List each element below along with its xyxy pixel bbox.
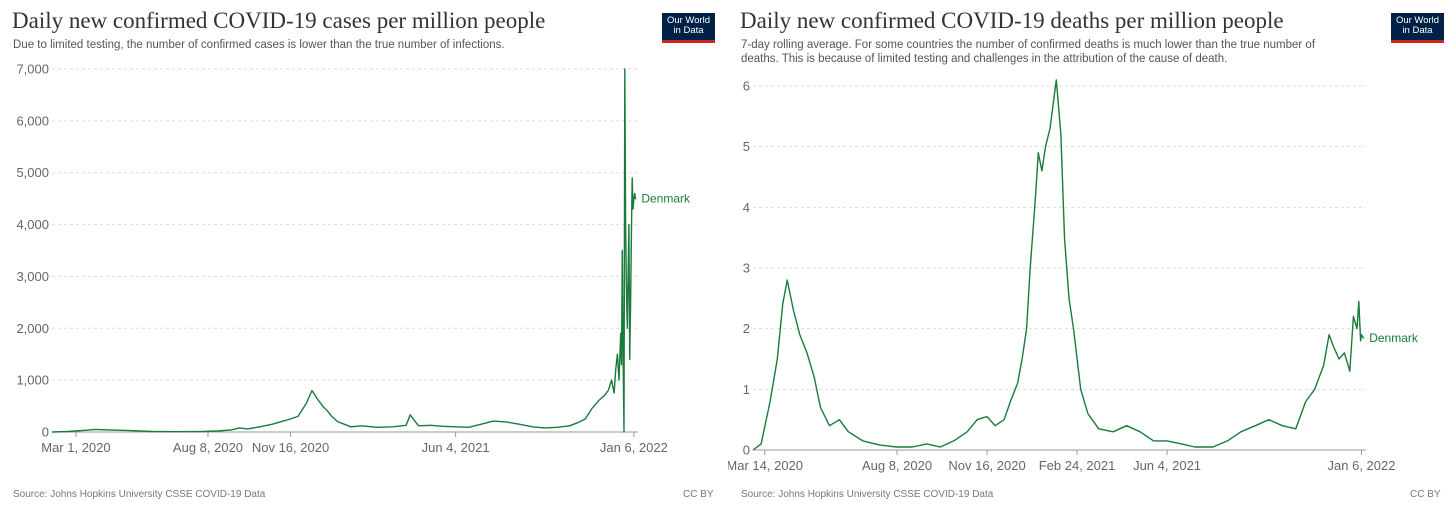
- cases-series-label-denmark: Denmark: [641, 192, 691, 206]
- cases-chart-title: Daily new confirmed COVID-19 cases per m…: [12, 8, 546, 33]
- cases-x-tick-label: Mar 1, 2020: [41, 440, 110, 455]
- cases-x-tick-label: Nov 16, 2020: [252, 440, 329, 455]
- cases-y-tick-label: 7,000: [16, 62, 49, 77]
- deaths-series-line-denmark: [752, 79, 1365, 451]
- cases-y-tick-label: 2,000: [16, 321, 49, 336]
- deaths-y-tick-label: 4: [743, 200, 750, 215]
- cases-y-tick-label: 4,000: [16, 217, 49, 232]
- cases-x-tick-label: Aug 8, 2020: [173, 440, 243, 455]
- deaths-y-tick-label: 0: [743, 443, 750, 458]
- deaths-chart-title: Daily new confirmed COVID-19 deaths per …: [740, 8, 1284, 33]
- deaths-source-note[interactable]: Source: Johns Hopkins University CSSE CO…: [741, 489, 994, 500]
- deaths-x-tick-label: Mar 14, 2020: [728, 458, 803, 473]
- logo-line-1: Our World: [666, 15, 711, 26]
- deaths-y-tick-label: 1: [743, 382, 750, 397]
- cases-x-tick-label: Jan 6, 2022: [600, 440, 668, 455]
- cases-y-tick-label: 1,000: [16, 373, 49, 388]
- cases-source-note[interactable]: Source: Johns Hopkins University CSSE CO…: [13, 489, 266, 500]
- deaths-x-tick-label: Aug 8, 2020: [862, 458, 932, 473]
- cases-y-tick-label: 3,000: [16, 269, 49, 284]
- deaths-x-tick-label: Nov 16, 2020: [948, 458, 1025, 473]
- deaths-x-tick-label: Feb 24, 2021: [1039, 458, 1116, 473]
- owid-logo[interactable]: Our World in Data: [1391, 13, 1444, 43]
- cases-chart-plot: 0 1,000 2,000 3,000 4,000 5,000 6,000 7,000 Mar …: [16, 62, 691, 456]
- cases-chart-panel: Daily new confirmed COVID-19 cases per m…: [12, 8, 715, 500]
- cases-y-tick-label: 5,000: [16, 165, 49, 180]
- logo-line-1: Our World: [1395, 15, 1440, 26]
- deaths-y-tick-label: 5: [743, 139, 750, 154]
- cases-y-tick-label: 0: [42, 425, 49, 440]
- logo-line-2: in Data: [1402, 25, 1433, 36]
- deaths-series-label-denmark: Denmark: [1369, 331, 1419, 345]
- cases-x-tick-label: Jun 4, 2021: [422, 440, 490, 455]
- owid-logo[interactable]: Our World in Data: [662, 13, 715, 43]
- cases-y-tick-label: 6,000: [16, 113, 49, 128]
- cases-chart-subtitle: Due to limited testing, the number of co…: [13, 39, 505, 51]
- deaths-x-tick-label: Jan 6, 2022: [1328, 458, 1396, 473]
- deaths-chart-panel: Daily new confirmed COVID-19 deaths per …: [728, 0, 1456, 514]
- cases-license[interactable]: CC BY: [683, 489, 714, 500]
- deaths-chart-subtitle: 7-day rolling average. For some countrie…: [741, 39, 1316, 65]
- logo-line-2: in Data: [673, 25, 704, 36]
- deaths-y-tick-label: 6: [743, 79, 750, 94]
- deaths-license[interactable]: CC BY: [1410, 489, 1441, 500]
- deaths-y-tick-label: 2: [743, 321, 750, 336]
- deaths-chart-plot: 0 1 2 3 4 5 6 Mar 14, 2020 Aug 8, 2020 Nov 16, 20…: [728, 79, 1419, 474]
- deaths-y-tick-label: 3: [743, 261, 750, 276]
- deaths-x-tick-label: Jun 4, 2021: [1133, 458, 1201, 473]
- cases-series-line-denmark: [51, 68, 637, 433]
